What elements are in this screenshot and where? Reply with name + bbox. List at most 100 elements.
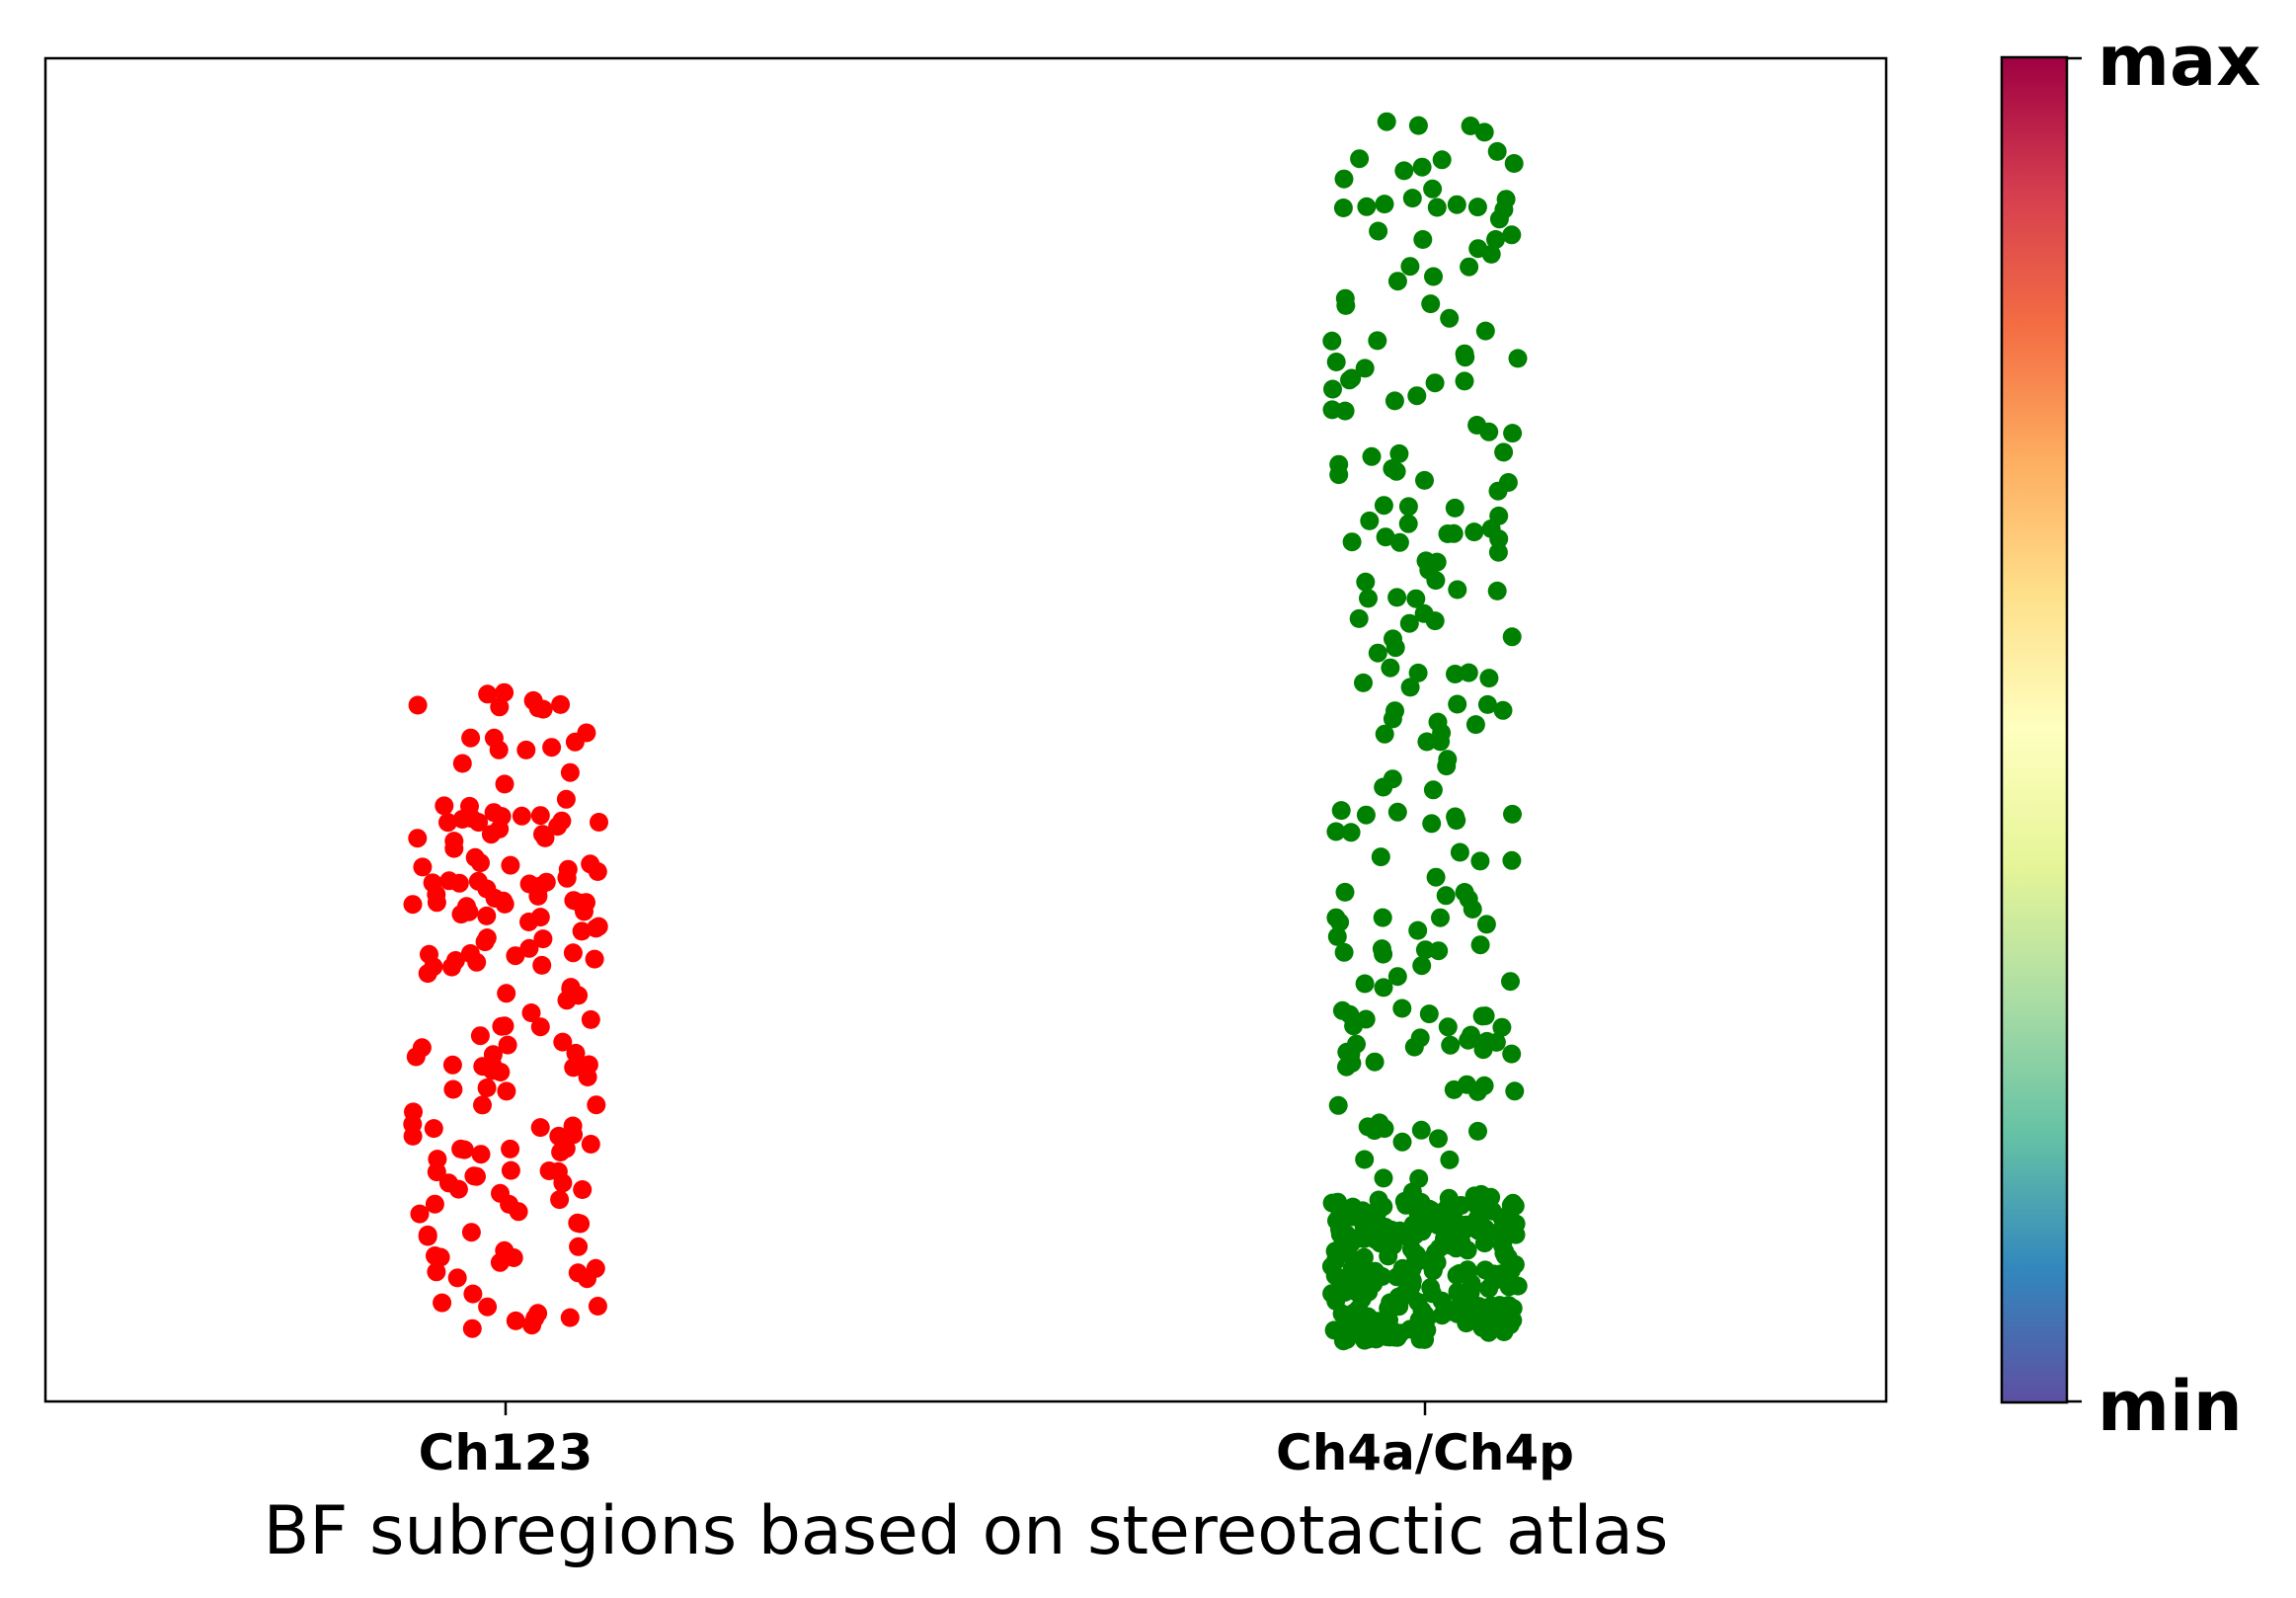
point-ch4a-ch4p xyxy=(1356,572,1376,592)
point-ch4a-ch4p xyxy=(1387,272,1407,291)
point-ch4a-ch4p xyxy=(1324,1320,1344,1340)
point-ch123 xyxy=(528,1304,548,1323)
point-ch4a-ch4p xyxy=(1355,359,1375,378)
point-ch4a-ch4p xyxy=(1419,1004,1439,1024)
point-ch4a-ch4p xyxy=(1374,777,1393,797)
point-ch123 xyxy=(431,1247,450,1267)
point-ch4a-ch4p xyxy=(1417,732,1437,752)
point-ch123 xyxy=(590,813,608,832)
point-ch4a-ch4p xyxy=(1435,1229,1454,1248)
point-ch123 xyxy=(560,1308,580,1327)
point-ch4a-ch4p xyxy=(1392,1132,1412,1152)
point-ch4a-ch4p xyxy=(1505,1081,1525,1101)
point-ch123 xyxy=(558,859,578,879)
point-ch123 xyxy=(477,1079,497,1097)
point-ch123 xyxy=(444,832,464,851)
point-ch4a-ch4p xyxy=(1385,391,1404,411)
point-ch4a-ch4p xyxy=(1503,1221,1523,1240)
point-ch4a-ch4p xyxy=(1371,847,1390,867)
point-ch123 xyxy=(548,817,568,837)
point-ch123 xyxy=(585,949,604,969)
point-ch123 xyxy=(442,957,461,977)
point-ch123 xyxy=(403,895,423,915)
point-ch4a-ch4p xyxy=(1492,1316,1512,1335)
point-ch123 xyxy=(587,919,605,938)
point-ch123 xyxy=(495,682,515,702)
point-ch4a-ch4p xyxy=(1487,581,1507,600)
point-ch4a-ch4p xyxy=(1323,379,1342,399)
point-ch123 xyxy=(581,1135,600,1154)
point-ch123 xyxy=(462,1318,482,1338)
point-ch123 xyxy=(491,1183,510,1203)
point-ch123 xyxy=(438,813,457,833)
point-ch4a-ch4p xyxy=(1374,978,1393,998)
point-ch123 xyxy=(548,1161,568,1181)
point-ch123 xyxy=(519,913,538,931)
point-ch4a-ch4p xyxy=(1504,154,1524,173)
point-ch4a-ch4p xyxy=(1446,665,1465,683)
point-ch123 xyxy=(501,855,520,875)
point-ch123 xyxy=(560,762,580,782)
point-ch4a-ch4p xyxy=(1413,230,1433,249)
point-ch4a-ch4p xyxy=(1355,1150,1375,1169)
point-ch4a-ch4p xyxy=(1467,416,1487,435)
point-ch4a-ch4p xyxy=(1503,804,1522,824)
point-ch123 xyxy=(512,806,531,826)
point-ch123 xyxy=(577,893,595,913)
point-ch4a-ch4p xyxy=(1417,1320,1437,1340)
point-ch4a-ch4p xyxy=(1437,757,1457,776)
point-ch4a-ch4p xyxy=(1421,294,1441,314)
point-ch4a-ch4p xyxy=(1436,886,1456,906)
point-ch123 xyxy=(481,825,501,844)
point-ch123 xyxy=(451,905,471,924)
point-ch123 xyxy=(573,1180,593,1199)
point-ch4a-ch4p xyxy=(1387,967,1407,987)
point-ch4a-ch4p xyxy=(1407,1244,1426,1264)
point-ch4a-ch4p xyxy=(1411,1120,1431,1140)
point-ch4a-ch4p xyxy=(1408,663,1428,682)
point-ch4a-ch4p xyxy=(1402,1182,1422,1202)
point-ch123 xyxy=(566,1043,586,1063)
point-ch4a-ch4p xyxy=(1455,344,1474,363)
point-ch4a-ch4p xyxy=(1398,497,1418,517)
point-ch4a-ch4p xyxy=(1357,197,1377,216)
point-ch4a-ch4p xyxy=(1335,288,1355,308)
point-ch123 xyxy=(542,738,562,758)
point-ch4a-ch4p xyxy=(1424,267,1443,286)
point-ch123 xyxy=(581,854,600,874)
point-ch123 xyxy=(442,1055,462,1075)
point-ch123 xyxy=(523,690,543,710)
point-ch4a-ch4p xyxy=(1440,1150,1460,1169)
point-ch4a-ch4p xyxy=(1326,822,1346,841)
point-ch4a-ch4p xyxy=(1400,257,1420,277)
point-ch4a-ch4p xyxy=(1444,1079,1464,1099)
point-ch4a-ch4p xyxy=(1502,850,1522,870)
point-ch123 xyxy=(418,1227,437,1246)
point-ch4a-ch4p xyxy=(1338,1244,1358,1264)
point-ch4a-ch4p xyxy=(1372,939,1391,959)
point-ch4a-ch4p xyxy=(1376,527,1395,547)
point-ch4a-ch4p xyxy=(1505,1196,1525,1216)
point-ch123 xyxy=(490,697,510,717)
point-ch4a-ch4p xyxy=(1412,157,1432,177)
point-ch123 xyxy=(484,803,504,823)
point-ch4a-ch4p xyxy=(1346,1306,1366,1325)
point-ch4a-ch4p xyxy=(1365,1052,1385,1072)
point-ch4a-ch4p xyxy=(1368,643,1387,663)
point-ch4a-ch4p xyxy=(1375,724,1394,744)
point-ch4a-ch4p xyxy=(1354,1229,1374,1248)
point-ch4a-ch4p xyxy=(1465,1186,1484,1206)
point-ch4a-ch4p xyxy=(1408,116,1428,135)
point-ch4a-ch4p xyxy=(1475,1006,1495,1026)
point-ch4a-ch4p xyxy=(1394,161,1414,181)
point-ch4a-ch4p xyxy=(1499,1277,1519,1297)
point-ch4a-ch4p xyxy=(1387,588,1407,607)
point-ch4a-ch4p xyxy=(1493,700,1513,720)
point-ch4a-ch4p xyxy=(1426,867,1446,887)
point-ch4a-ch4p xyxy=(1392,999,1412,1018)
point-ch4a-ch4p xyxy=(1423,1284,1442,1304)
point-ch4a-ch4p xyxy=(1448,1304,1467,1323)
point-ch4a-ch4p xyxy=(1405,1225,1425,1244)
point-ch4a-ch4p xyxy=(1408,920,1428,940)
